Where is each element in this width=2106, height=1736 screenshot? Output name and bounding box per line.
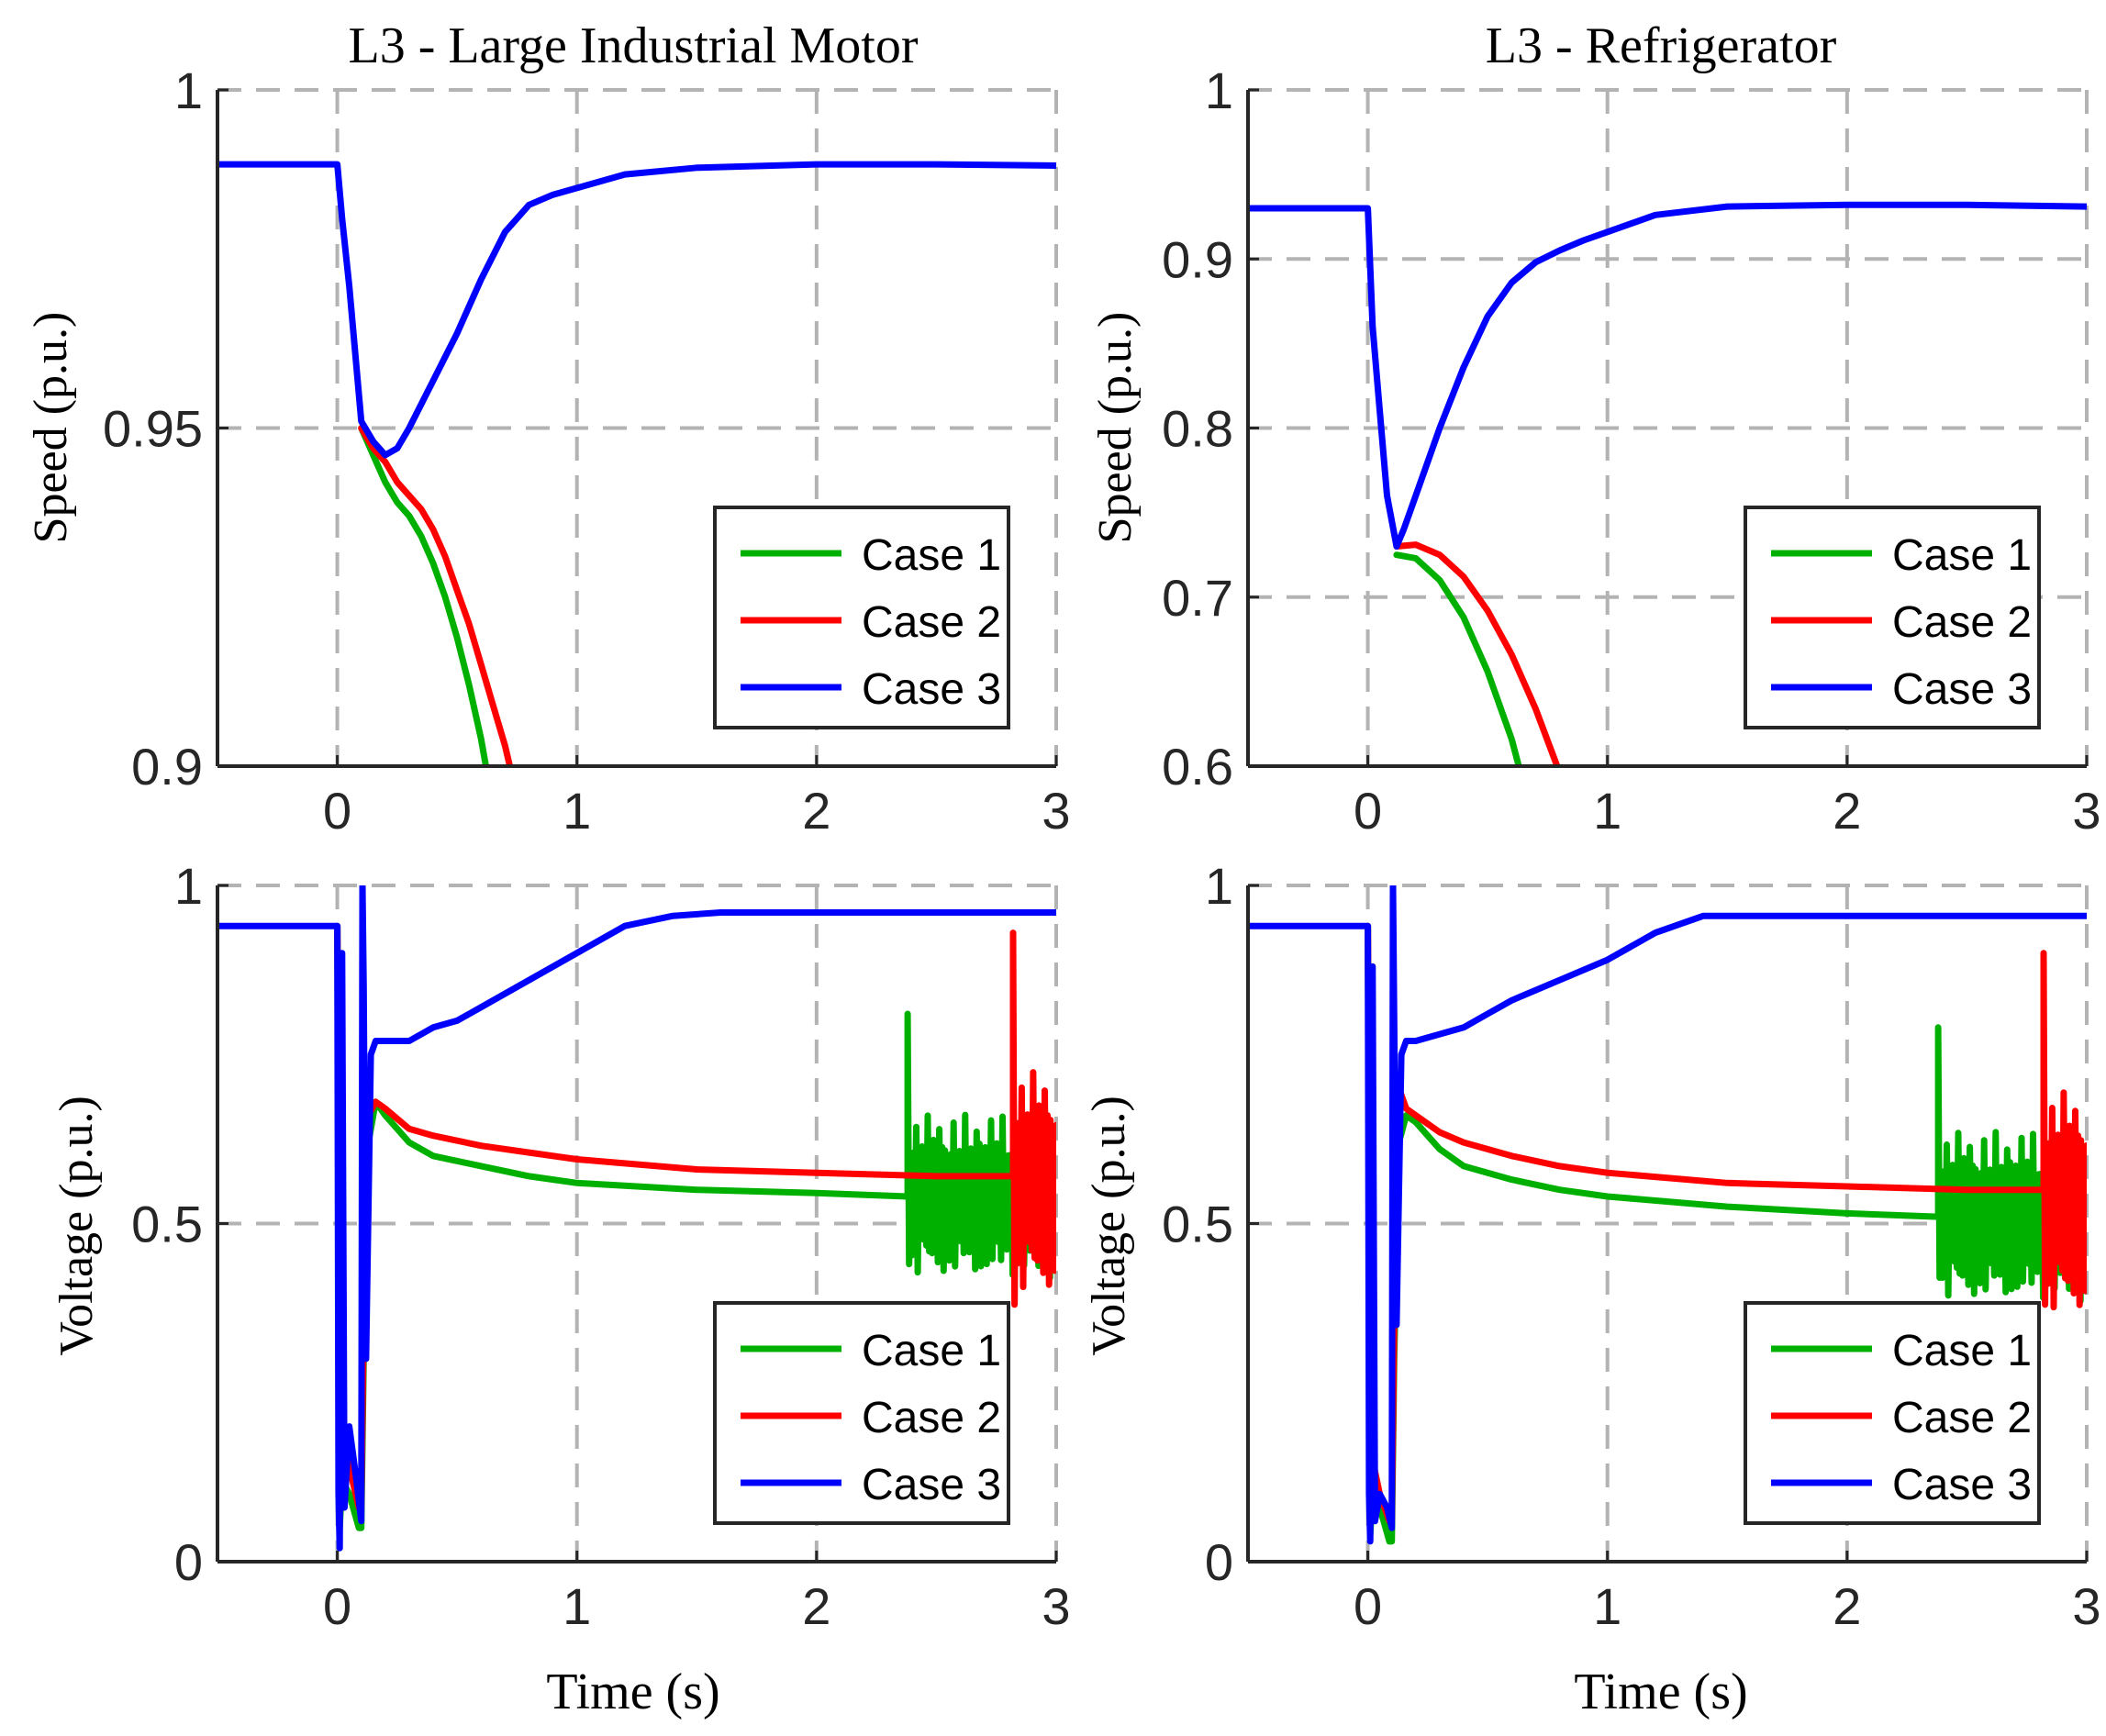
legend-label: Case 3 [862, 1461, 1001, 1509]
ticks-top-right: 0 1 2 3 0.6 0.7 0.8 0.9 1 [1162, 61, 2100, 840]
series-line-case-1 [358, 425, 489, 766]
x-tick-label: 0 [1354, 1577, 1382, 1635]
legend-label: Case 1 [1892, 1327, 2032, 1375]
legend-label: Case 1 [862, 531, 1001, 580]
y-tick-label: 0.9 [1162, 230, 1233, 288]
series-line-case-3 [1248, 201, 2087, 550]
y-tick-label: 0.6 [1162, 738, 1233, 796]
series-top-left [217, 161, 1056, 766]
legend-label: Case 2 [862, 1394, 1001, 1442]
x-axis-label-bottom-right: Time (s) [1574, 1664, 1747, 1720]
x-tick-label: 0 [1354, 782, 1382, 840]
legend-top-left: Case 1 Case 2 Case 3 [713, 506, 1010, 729]
panel-top-left: 0 1 2 3 0.9 0.95 1 L3 - Large Industrial Motor… [25, 17, 1071, 840]
y-tick-label: 0.5 [131, 1196, 203, 1253]
series-bottom-left [217, 885, 1056, 1552]
panel-top-right: 0 1 2 3 0.6 0.7 0.8 0.9 1 L3 - Refrigerator Spee… [1089, 17, 2101, 840]
y-axis-label-bottom-right: Voltage (p.u.) [1083, 1096, 1135, 1356]
x-tick-label: 3 [2072, 782, 2100, 840]
x-tick-label: 1 [1593, 1577, 1621, 1635]
series-line-case-2 [1393, 541, 1561, 766]
y-tick-label: 1 [174, 857, 203, 915]
x-tick-label: 0 [323, 1577, 351, 1635]
panel-bottom-left: 0 1 2 3 0 0.5 1 Voltage (p.u.) Time (s) Case 1… [50, 857, 1071, 1720]
legend-label: Case 3 [1892, 1461, 2032, 1509]
x-axis-label-bottom-left: Time (s) [546, 1664, 719, 1720]
x-tick-label: 2 [802, 1577, 830, 1635]
series-line-case-3 [217, 885, 1056, 1552]
series-line-case-2 [358, 425, 514, 766]
series-bottom-right [1248, 885, 2087, 1545]
ticks-bottom-left: 0 1 2 3 0 0.5 1 [131, 857, 1070, 1635]
legend-label: Case 2 [862, 598, 1001, 647]
x-tick-label: 3 [2072, 1577, 2100, 1635]
legend-label: Case 3 [1892, 665, 2032, 714]
x-tick-label: 1 [563, 782, 591, 840]
panel-bottom-right: 0 1 2 3 0 0.5 1 Voltage (p.u.) Time (s) Case 1… [1083, 857, 2101, 1720]
legend-label: Case 2 [1892, 1394, 2032, 1442]
x-tick-label: 3 [1042, 782, 1070, 840]
x-tick-label: 2 [1833, 782, 1861, 840]
series-line-case-3 [1248, 885, 2087, 1545]
y-tick-label: 0.9 [131, 738, 203, 796]
y-tick-label: 1 [1205, 857, 1233, 915]
y-axis-label-bottom-left: Voltage (p.u.) [50, 1096, 103, 1356]
series-line-case-2 [334, 922, 1056, 1511]
y-tick-label: 0.7 [1162, 569, 1233, 627]
x-tick-label: 1 [1593, 782, 1621, 840]
y-axis-label-top-left: Speed (p.u.) [25, 312, 77, 544]
y-tick-label: 0 [174, 1533, 203, 1591]
y-axis-label-top-right: Speed (p.u.) [1089, 312, 1142, 544]
y-tick-label: 0.5 [1162, 1196, 1233, 1253]
y-tick-label: 0.8 [1162, 400, 1233, 458]
legend-top-right: Case 1 Case 2 Case 3 [1744, 506, 2041, 729]
y-tick-label: 1 [174, 61, 203, 119]
series-line-case-3 [217, 161, 1056, 459]
x-tick-label: 1 [563, 1577, 591, 1635]
x-tick-label: 2 [1833, 1577, 1861, 1635]
series-line-case-1 [1393, 551, 1522, 766]
ticks-top-left: 0 1 2 3 0.9 0.95 1 [103, 61, 1071, 840]
x-tick-label: 2 [802, 782, 830, 840]
chart-title-top-left: L3 - Large Industrial Motor [348, 17, 918, 74]
x-tick-label: 3 [1042, 1577, 1070, 1635]
chart-title-top-right: L3 - Refrigerator [1486, 17, 1837, 74]
y-tick-label: 0.95 [103, 400, 203, 458]
series-top-right [1248, 201, 2087, 766]
legend-label: Case 2 [1892, 598, 2032, 647]
x-tick-label: 0 [323, 782, 351, 840]
y-tick-label: 1 [1205, 61, 1233, 119]
y-tick-label: 0 [1205, 1533, 1233, 1591]
legend-label: Case 1 [862, 1327, 1001, 1375]
series-line-case-2 [1365, 922, 2087, 1525]
legend-bottom-right: Case 1 Case 2 Case 3 [1744, 1301, 2041, 1525]
legend-bottom-left: Case 1 Case 2 Case 3 [713, 1301, 1010, 1525]
legend-label: Case 1 [1892, 531, 2032, 580]
ticks-bottom-right: 0 1 2 3 0 0.5 1 [1162, 857, 2100, 1635]
legend-label: Case 3 [862, 665, 1001, 714]
